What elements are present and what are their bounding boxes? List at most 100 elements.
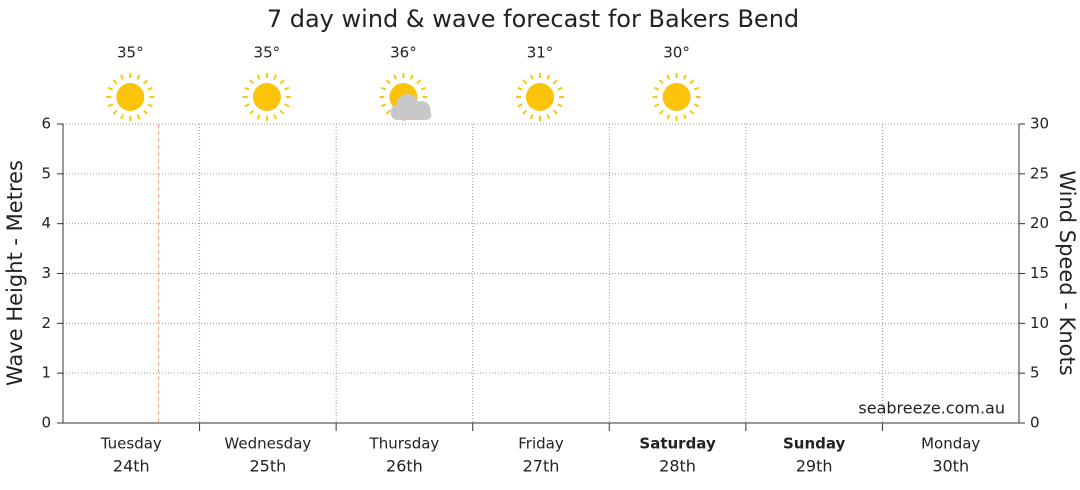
temperature: 35° <box>254 44 281 62</box>
date-label: 25th <box>249 457 286 476</box>
y2-tick-label: 10 <box>1030 314 1049 332</box>
temperature: 31° <box>527 44 554 62</box>
day-label: Thursday <box>369 435 440 453</box>
y-axis-title: Wave Height - Metres <box>3 160 27 386</box>
sun-ray <box>112 109 118 115</box>
sun-ray <box>120 74 124 80</box>
sun-ray <box>380 86 387 91</box>
sun-ray <box>689 79 695 85</box>
sun-ray <box>654 86 660 91</box>
sun-ray <box>244 86 250 91</box>
temperature: 35° <box>117 44 144 62</box>
sun-ray <box>517 86 523 91</box>
sun-ray <box>249 79 255 85</box>
day-label: Wednesday <box>224 435 311 453</box>
sun-ray <box>120 114 124 120</box>
cloud-part <box>391 110 432 120</box>
sun-ray <box>522 79 528 85</box>
sun-ray <box>380 103 387 108</box>
sun-ray <box>517 103 523 108</box>
y2-tick-label: 20 <box>1030 214 1049 232</box>
day-label: Sunday <box>783 435 846 453</box>
sun-ray <box>136 114 141 120</box>
sun-ray <box>279 79 285 85</box>
sun-ray <box>279 109 285 115</box>
sun-ray <box>136 74 141 80</box>
y2-axis-title: Wind Speed - Knots <box>1055 170 1079 375</box>
day-label: Friday <box>518 435 564 453</box>
day-label: Tuesday <box>100 435 162 453</box>
sun-ray <box>557 103 563 108</box>
sun-ray <box>244 103 250 108</box>
watermark: seabreeze.com.au <box>858 399 1005 418</box>
sun-ray <box>284 103 290 108</box>
sun-ray <box>273 74 277 80</box>
sun-ray <box>249 109 255 115</box>
date-label: 30th <box>932 457 969 476</box>
sun-ray <box>522 109 528 115</box>
y-tick-label: 2 <box>41 314 51 332</box>
weather-icon <box>106 73 155 121</box>
sun-ray <box>273 114 277 120</box>
day-label: Saturday <box>639 435 716 453</box>
weather-icon <box>379 73 432 121</box>
sun-ray <box>147 86 153 91</box>
sun <box>662 83 691 111</box>
temperature: 36° <box>390 44 417 62</box>
sun-ray <box>143 79 148 85</box>
sun-ray <box>143 109 148 115</box>
y-tick-label: 4 <box>41 214 51 232</box>
y2-tick-label: 5 <box>1030 364 1040 382</box>
y2-tick-label: 25 <box>1030 164 1049 182</box>
sun-ray <box>409 74 414 80</box>
cloud <box>390 94 432 120</box>
sun-ray <box>112 79 118 85</box>
sun-ray <box>529 114 534 120</box>
sun-ray <box>557 86 563 91</box>
y-tick-label: 3 <box>41 264 51 282</box>
sun-ray <box>693 86 700 91</box>
sun-ray <box>284 86 290 91</box>
sun-ray <box>256 114 261 120</box>
sun-ray <box>552 79 558 85</box>
date-label: 24th <box>113 457 150 476</box>
sun-ray <box>658 79 664 85</box>
temperature: 30° <box>663 44 690 62</box>
y2-tick-label: 0 <box>1030 414 1040 432</box>
date-label: 27th <box>523 457 560 476</box>
chart-title: 7 day wind & wave forecast for Bakers Be… <box>267 5 799 33</box>
sun-ray <box>256 74 261 80</box>
sun <box>526 83 554 111</box>
sun-ray <box>420 86 426 91</box>
day-label: Monday <box>921 435 980 453</box>
sun-ray <box>107 86 114 91</box>
weather-icon <box>242 73 291 121</box>
weather-icon <box>516 73 564 121</box>
date-label: 29th <box>796 457 833 476</box>
y2-tick-label: 30 <box>1030 115 1049 133</box>
date-label: 26th <box>386 457 423 476</box>
sun-ray <box>385 109 391 115</box>
y-tick-label: 6 <box>41 115 51 133</box>
date-label: 28th <box>659 457 696 476</box>
weather-icon <box>652 73 701 121</box>
sun-ray <box>666 114 671 120</box>
sun <box>116 83 145 111</box>
sun-ray <box>666 74 671 80</box>
sun-ray <box>529 74 534 80</box>
y-tick-label: 1 <box>41 364 51 382</box>
sun-ray <box>682 114 687 120</box>
sun-ray <box>546 74 551 80</box>
sun-ray <box>682 74 687 80</box>
sun-ray <box>658 109 664 115</box>
y-tick-label: 0 <box>41 414 51 432</box>
sun-ray <box>393 74 398 80</box>
sun-ray <box>107 103 114 108</box>
sun-ray <box>147 103 153 108</box>
y-tick-label: 5 <box>41 164 51 182</box>
sun <box>252 83 281 111</box>
sun-ray <box>654 103 660 108</box>
sun-ray <box>689 109 695 115</box>
sun-ray <box>693 103 700 108</box>
